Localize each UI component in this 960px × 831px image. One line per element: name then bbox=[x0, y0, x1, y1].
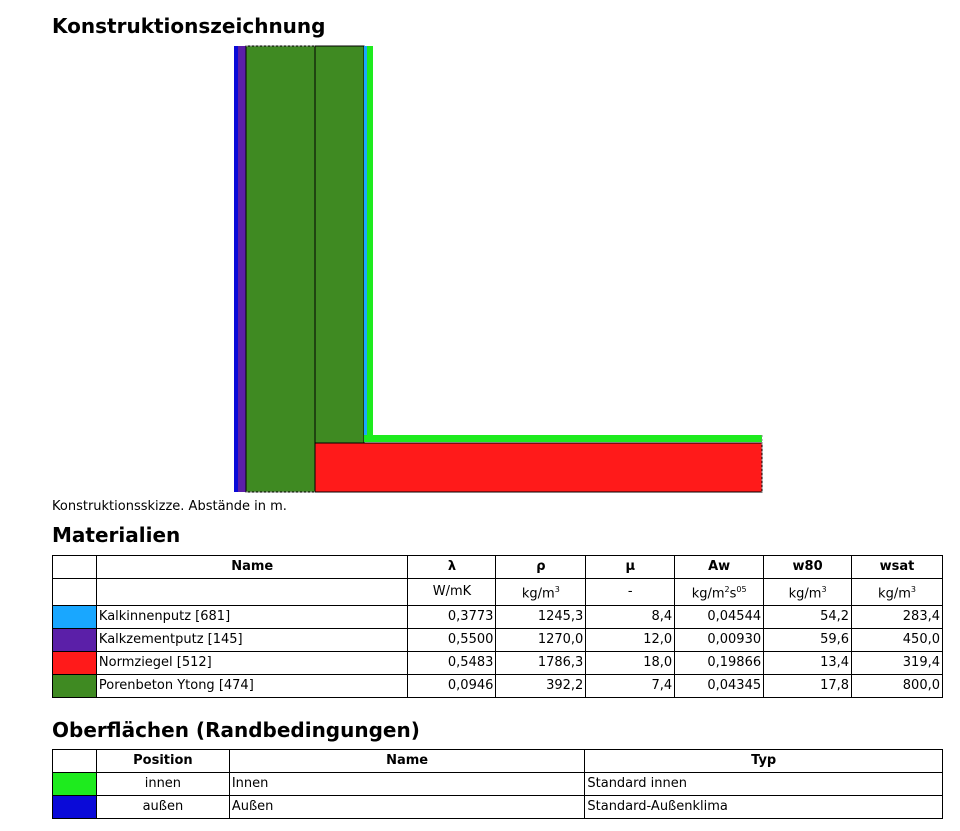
sketch-boundary-aussen bbox=[234, 46, 238, 492]
col-wsat: wsat bbox=[851, 555, 943, 579]
material-color-swatch bbox=[53, 652, 96, 675]
col-aw: Aw bbox=[674, 555, 765, 579]
col-mu: μ bbox=[585, 555, 676, 579]
material-color-swatch bbox=[53, 629, 96, 652]
materials-heading: Materialien bbox=[52, 523, 181, 547]
materials-units-row: W/mK kg/m3 - kg/m2s05 kg/m3 kg/m3 bbox=[52, 577, 943, 607]
table-row: Kalkinnenputz [681] 0,3773 1245,3 8,4 0,… bbox=[52, 605, 943, 630]
surface-color-swatch bbox=[53, 796, 96, 818]
unit-aw: kg/m2s05 bbox=[674, 577, 765, 607]
col-name: Name bbox=[95, 555, 409, 579]
sketch-caption: Konstruktionsskizze. Abstände in m. bbox=[52, 499, 287, 514]
sketch-layer-normziegel bbox=[314, 442, 763, 493]
sketch-layer-kalkinnenputz bbox=[364, 46, 367, 438]
col-w80: w80 bbox=[763, 555, 853, 579]
material-name: Normziegel [512] bbox=[95, 651, 409, 676]
table-row: Porenbeton Ytong [474] 0,0946 392,2 7,4 … bbox=[52, 674, 943, 699]
unit-mu: - bbox=[585, 577, 676, 607]
col-rho: ρ bbox=[495, 555, 587, 579]
construction-sketch bbox=[234, 45, 763, 493]
sketch-boundary-innen-vertical bbox=[367, 46, 373, 438]
col-lambda: λ bbox=[407, 555, 497, 579]
surface-color-swatch bbox=[53, 773, 96, 795]
sketch-layer-porenbeton-inner bbox=[314, 45, 365, 444]
material-name: Kalkinnenputz [681] bbox=[95, 605, 409, 630]
surfaces-table: Position Name Typ innen Innen Standard i… bbox=[52, 749, 943, 819]
unit-rho: kg/m3 bbox=[495, 577, 587, 607]
unit-wsat: kg/m3 bbox=[851, 577, 943, 607]
table-row: innen Innen Standard innen bbox=[52, 772, 943, 796]
table-row: Kalkzementputz [145] 0,5500 1270,0 12,0 … bbox=[52, 628, 943, 653]
table-row: außen Außen Standard-Außenklima bbox=[52, 795, 943, 819]
materials-table: Name λ ρ μ Aw w80 wsat W/mK kg/m3 - kg/m… bbox=[52, 555, 943, 699]
sketch-layer-porenbeton-outer bbox=[245, 45, 316, 493]
sketch-layer-kalkzementputz bbox=[238, 46, 246, 492]
col-surface-name: Name bbox=[228, 749, 586, 773]
unit-lambda: W/mK bbox=[407, 577, 497, 607]
surfaces-header-row: Position Name Typ bbox=[52, 749, 943, 773]
material-color-swatch bbox=[53, 606, 96, 629]
col-position: Position bbox=[95, 749, 230, 773]
construction-heading: Konstruktionszeichnung bbox=[52, 14, 326, 38]
materials-header-row: Name λ ρ μ Aw w80 wsat bbox=[52, 555, 943, 579]
sketch-boundary-innen-horizontal bbox=[364, 435, 762, 442]
surfaces-heading: Oberflächen (Randbedingungen) bbox=[52, 718, 420, 742]
col-swatch bbox=[52, 555, 97, 579]
material-name: Porenbeton Ytong [474] bbox=[95, 674, 409, 699]
material-color-swatch bbox=[53, 675, 96, 698]
material-name: Kalkzementputz [145] bbox=[95, 628, 409, 653]
unit-w80: kg/m3 bbox=[763, 577, 853, 607]
table-row: Normziegel [512] 0,5483 1786,3 18,0 0,19… bbox=[52, 651, 943, 676]
col-typ: Typ bbox=[584, 749, 943, 773]
